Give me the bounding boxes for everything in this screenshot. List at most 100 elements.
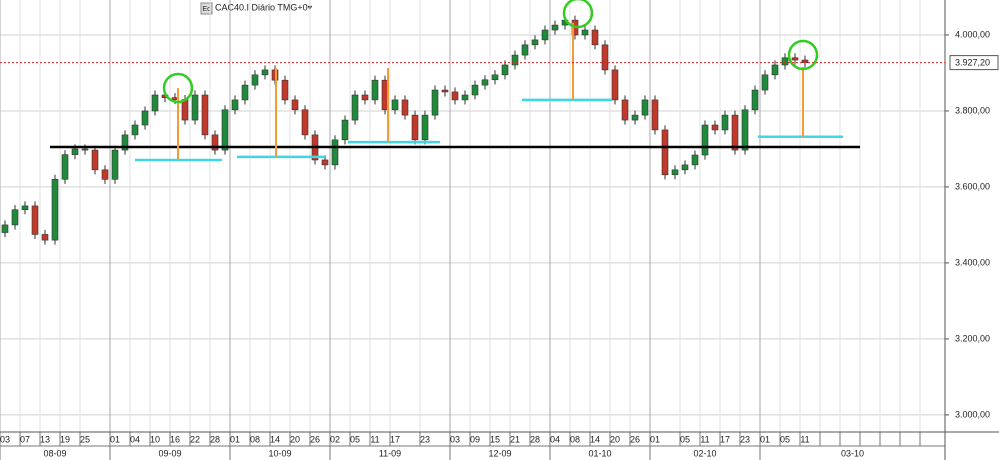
x-tick-label: 11 [700,434,709,444]
x-tick-label: 03 [0,434,10,444]
x-tick-label: 09 [470,434,480,444]
candle-body [391,99,399,111]
x-tick-label: 07 [20,434,30,444]
highlight-circle [162,72,194,104]
x-tick-label: 25 [80,434,90,444]
x-tick-label: 13 [40,434,50,444]
month-label: 03-10 [841,448,864,458]
x-tick-label: 11 [800,434,809,444]
candle-body [601,44,609,71]
candle-body [491,74,499,81]
candle-body [51,179,59,241]
candle-body [731,114,739,151]
candle-body [111,149,119,180]
highlight-circle [787,39,819,71]
candle-body [261,69,269,76]
candle-body [521,44,529,56]
candle-body [581,29,589,36]
last-price-label: 3.927,20 [955,57,990,67]
x-tick-label: 01 [650,434,660,444]
x-tick-label: 15 [490,434,500,444]
candle-body [41,234,49,241]
candle-body [181,99,189,121]
candle-body [701,124,709,156]
x-tick-label: 04 [130,434,140,444]
x-tick-label: 01 [760,434,770,444]
icon-text: Ec [202,6,211,13]
x-tick-label: 02 [330,434,340,444]
x-tick-label: 03 [450,434,460,444]
candle-body [441,89,449,93]
candle-body [781,57,789,66]
candle-body [61,154,69,180]
month-label: 01-10 [588,448,611,458]
x-tick-label: 26 [310,434,320,444]
candle-body [301,109,309,136]
x-tick-label: 22 [190,434,200,444]
candle-body [611,69,619,101]
candle-body [751,89,759,111]
month-label: 09-09 [158,448,181,458]
x-tick-label: 17 [720,434,730,444]
y-tick-label: 3.600,00 [955,181,990,191]
candle-body [721,114,729,131]
candle-body [411,114,419,141]
last-price-box [949,55,999,71]
x-tick-label: 01 [230,434,240,444]
x-tick-label: 08 [250,434,260,444]
candle-body [221,109,229,151]
candle-body [661,129,669,176]
candle-body [351,94,359,121]
month-label: 02-10 [693,448,716,458]
candle-body [481,79,489,86]
x-tick-label: 28 [210,434,220,444]
candle-body [1,224,9,233]
x-tick-label: 28 [530,434,540,444]
month-label: 12-09 [488,448,511,458]
x-tick-label: 17 [390,434,400,444]
candle-body [141,110,149,126]
candle-body [281,79,289,101]
candle-body [211,134,219,151]
x-tick-label: 05 [780,434,790,444]
candle-body [551,24,559,31]
y-tick-label: 4.000,00 [955,29,990,39]
x-tick-label: 04 [550,434,560,444]
candle-body [461,94,469,101]
candle-body [31,205,39,235]
candle-body [191,94,199,121]
candle-body [151,94,159,112]
candle-body [591,29,599,46]
candle-body [361,94,369,101]
y-tick-label: 3.800,00 [955,105,990,115]
candle-body [241,84,249,101]
candle-body [321,159,329,166]
candle-body [671,169,679,176]
x-tick-label: 14 [590,434,600,444]
candle-body [631,114,639,121]
candle-body [371,79,379,101]
x-tick-label: 05 [350,434,360,444]
candle-body [91,149,99,171]
x-tick-label: 10 [150,434,160,444]
candle-body [121,134,129,151]
candle-body [681,164,689,171]
candle-body [401,99,409,116]
icon-box [200,2,213,15]
candle-body [71,148,79,155]
candle-body [451,91,459,101]
x-tick-label: 26 [630,434,640,444]
candle-body [691,154,699,166]
candle-body [431,89,439,116]
x-tick-label: 08 [570,434,580,444]
y-tick-label: 3.000,00 [955,409,990,419]
y-tick-label: 3.400,00 [955,257,990,267]
x-tick-label: 14 [270,434,280,444]
month-label: 08-09 [43,448,66,458]
candle-body [621,99,629,121]
month-label: 10-09 [268,448,291,458]
x-tick-label: 05 [680,434,690,444]
x-tick-label: 23 [420,434,430,444]
